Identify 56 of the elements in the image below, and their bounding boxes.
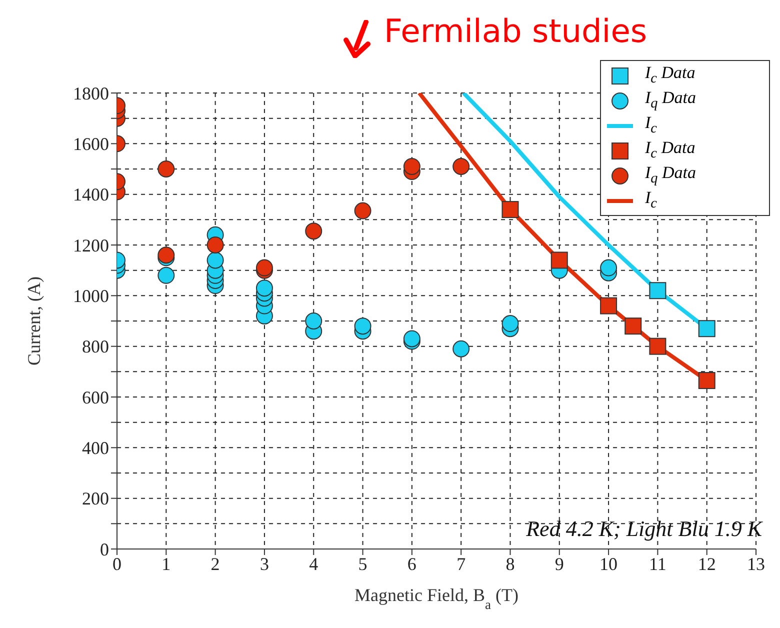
legend-label: I$_{q}$ Data <box>645 163 696 188</box>
x-tick-label: 8 <box>506 554 515 574</box>
x-axis-title: Magnetic Field, B$_{a}$ (T) <box>354 585 518 612</box>
x-tick-label: 1 <box>162 554 171 574</box>
x-tick-label: 12 <box>698 554 716 574</box>
y-axis-title: Current, (A) <box>24 276 44 366</box>
y-tick-label: 200 <box>82 488 109 509</box>
point <box>600 259 618 276</box>
x-tick-label: 3 <box>260 554 269 574</box>
point <box>452 158 470 175</box>
point <box>403 158 420 175</box>
y-tick-label: 400 <box>82 438 109 458</box>
x-tick-label: 11 <box>649 554 666 574</box>
point <box>502 315 519 332</box>
y-tick-label: 600 <box>82 387 109 408</box>
point <box>305 312 322 330</box>
point <box>698 372 716 390</box>
y-tick-label: 1400 <box>73 184 109 205</box>
point <box>158 160 175 178</box>
point <box>206 252 224 269</box>
x-tick-label: 0 <box>112 554 122 574</box>
point <box>452 340 470 358</box>
y-tick-label: 1600 <box>73 134 109 154</box>
legend-label: I$_{c}$ <box>645 188 657 213</box>
legend-label: I$_{c}$ <box>645 113 657 138</box>
point <box>649 282 666 300</box>
point <box>502 201 519 218</box>
chart-title: Fermilab studies <box>384 12 648 50</box>
x-tick-label: 10 <box>600 554 618 574</box>
x-tick-label: 7 <box>456 554 466 574</box>
x-tick-label: 2 <box>210 554 220 574</box>
point <box>206 236 224 254</box>
legend-label: I$_{c}$ Data <box>645 63 696 88</box>
x-tick-label: 6 <box>407 554 416 574</box>
point <box>624 318 642 335</box>
point <box>305 222 322 240</box>
x-tick-label: 4 <box>309 554 318 574</box>
y-tick-label: 1000 <box>73 286 109 306</box>
y-tick-label: 1800 <box>73 83 109 104</box>
point <box>550 252 568 269</box>
point <box>256 280 273 297</box>
y-tick-label: 0 <box>100 539 109 560</box>
legend-label: I$_{c}$ Data <box>645 138 696 163</box>
legend-label: I$_{q}$ Data <box>645 88 696 113</box>
point <box>600 297 618 314</box>
point <box>354 202 372 220</box>
y-tick-label: 800 <box>82 336 109 357</box>
y-tick-label: 1200 <box>73 235 109 256</box>
point <box>354 318 372 335</box>
x-tick-label: 13 <box>747 554 765 574</box>
x-tick-label: 9 <box>554 554 564 574</box>
x-tick-label: 5 <box>358 554 368 574</box>
point <box>158 266 175 284</box>
point <box>698 320 716 338</box>
point <box>649 338 666 355</box>
annotation: Red 4.2 K; Light Blu 1.9 K <box>526 516 762 542</box>
